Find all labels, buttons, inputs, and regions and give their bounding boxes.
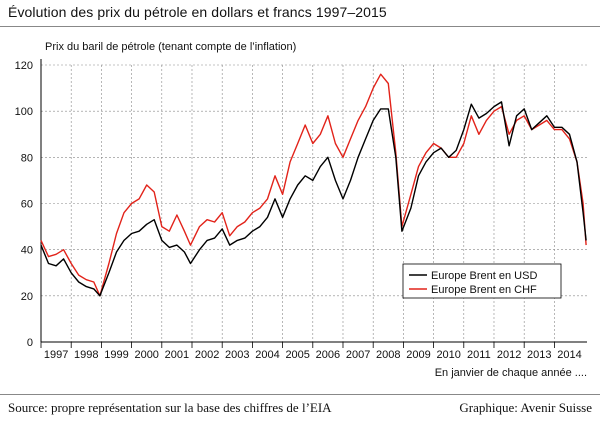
- grid: [40, 64, 587, 342]
- x-tick-label: 2009: [406, 349, 430, 361]
- legend: Europe Brent en USD Europe Brent en CHF: [402, 263, 562, 299]
- chart: 0 20 40 60 80 100 120 1997 1998 1999 2000 2001 2002 2…: [15, 41, 587, 379]
- axes: 0 20 40 60 80 100 120 1997 1998 1999 2000 2001 2002 2…: [15, 59, 587, 361]
- x-tick-label: 2011: [467, 349, 491, 361]
- y-tick-label: 80: [21, 152, 33, 164]
- y-tick-label: 0: [27, 337, 33, 349]
- series-line-usd: [40, 101, 587, 297]
- x-tick-label: 2006: [316, 349, 340, 361]
- source-note: Source: propre représentation sur la bas…: [8, 400, 332, 415]
- y-tick-label: 40: [21, 245, 33, 257]
- y-axis-label: Prix du baril de pétrole (tenant compte …: [45, 41, 296, 53]
- x-tick-label: 2001: [165, 349, 189, 361]
- x-tick-label: 2000: [134, 349, 158, 361]
- graphic-credit: Graphique: Avenir Suisse: [459, 400, 592, 415]
- legend-label-usd: Europe Brent en USD: [431, 270, 537, 282]
- x-tick-label: 2003: [225, 349, 249, 361]
- x-tick-label: 2010: [436, 349, 460, 361]
- x-tick-label: 2002: [195, 349, 219, 361]
- legend-box: [402, 263, 562, 299]
- x-tick-label: 1997: [44, 349, 68, 361]
- x-tick-label: 2012: [497, 349, 521, 361]
- x-tick-label: 1998: [74, 349, 98, 361]
- x-tick-label: 2004: [255, 349, 279, 361]
- y-tick-label: 120: [15, 60, 33, 72]
- x-tick-label: 1999: [104, 349, 128, 361]
- y-tick-label: 100: [15, 106, 33, 118]
- y-tick-label: 60: [21, 199, 33, 211]
- x-tick-label: 2014: [557, 349, 581, 361]
- footer-divider: [0, 394, 600, 395]
- series-lines: [40, 73, 587, 297]
- chart-title: Évolution des prix du pétrole en dollars…: [8, 4, 387, 20]
- x-tick-label: 2008: [376, 349, 400, 361]
- y-tick-label: 20: [21, 291, 33, 303]
- x-axis-label: En janvier de chaque année ....: [435, 367, 587, 379]
- legend-label-chf: Europe Brent en CHF: [431, 284, 537, 296]
- x-tick-label: 2013: [527, 349, 551, 361]
- x-tick-label: 2005: [285, 349, 309, 361]
- title-divider: [0, 26, 600, 27]
- x-tick-label: 2007: [346, 349, 370, 361]
- series-line-chf: [40, 73, 587, 297]
